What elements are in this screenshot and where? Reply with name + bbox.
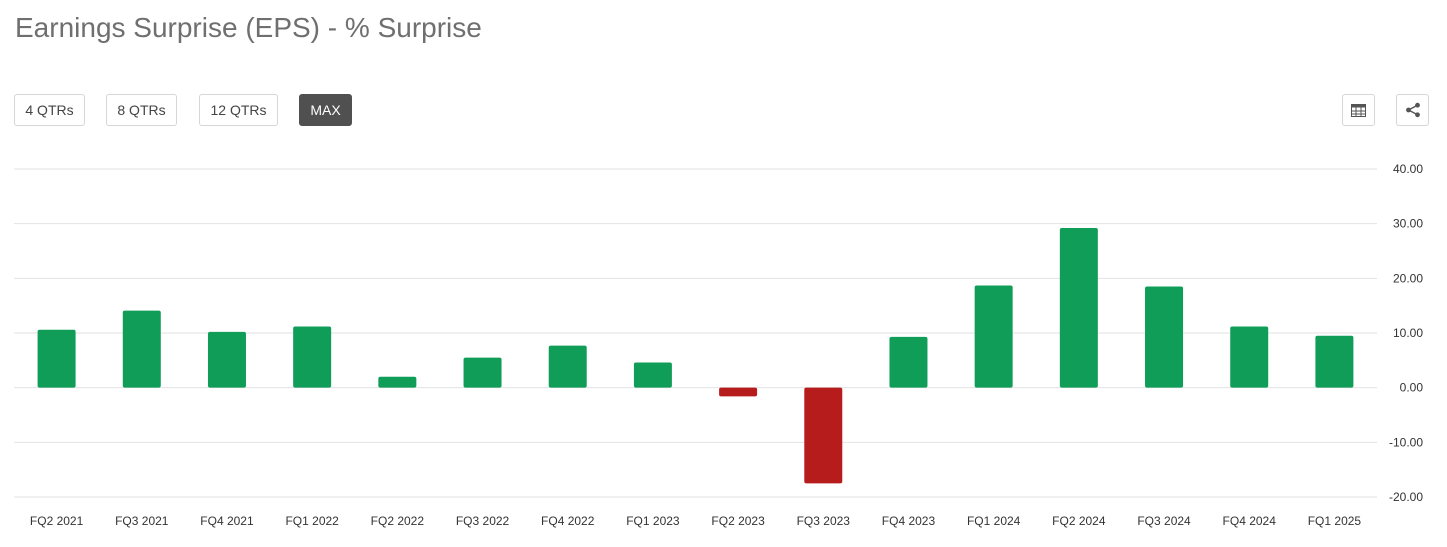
x-tick-label: FQ4 2023 — [882, 514, 936, 528]
x-axis-tick-labels: FQ2 2021 FQ3 2021 FQ4 2021 FQ1 2022 FQ2 2022… — [30, 514, 1362, 528]
x-tick-label: FQ2 2021 — [30, 514, 84, 528]
share-button[interactable] — [1396, 94, 1429, 126]
x-tick-label: FQ1 2024 — [967, 514, 1021, 528]
range-8-qtrs-button[interactable]: 8 QTRs — [106, 94, 177, 126]
bar-fq4-2022[interactable] — [548, 345, 587, 388]
chart-title: Earnings Surprise (EPS) - % Surprise — [15, 12, 482, 43]
bar-fq4-2023[interactable] — [889, 336, 928, 388]
bar-fq3-2022[interactable] — [463, 357, 502, 388]
y-tick-label: -10.00 — [1389, 435, 1423, 449]
x-tick-label: FQ1 2023 — [626, 514, 680, 528]
y-tick-label: 20.00 — [1393, 271, 1423, 285]
bar-fq2-2022[interactable] — [378, 376, 417, 388]
y-axis-tick-labels: 40.00 30.00 20.00 10.00 0.00 -10.00 -20.00 — [1389, 162, 1423, 504]
bar-fq2-2023[interactable] — [719, 387, 758, 397]
x-tick-label: FQ4 2022 — [541, 514, 595, 528]
x-tick-label: FQ2 2023 — [711, 514, 765, 528]
x-tick-label: FQ3 2021 — [115, 514, 169, 528]
y-tick-label: 40.00 — [1393, 162, 1423, 176]
x-tick-label: FQ1 2022 — [285, 514, 339, 528]
bar-fq3-2024[interactable] — [1145, 286, 1184, 388]
bar-fq1-2024[interactable] — [974, 285, 1013, 388]
bar-fq4-2024[interactable] — [1230, 326, 1269, 388]
range-4-qtrs-button[interactable]: 4 QTRs — [14, 94, 85, 126]
range-12-qtrs-button[interactable]: 12 QTRs — [199, 94, 278, 126]
bar-fq1-2022[interactable] — [293, 326, 332, 388]
y-tick-label: -20.00 — [1389, 490, 1423, 504]
share-icon — [1405, 102, 1420, 118]
x-tick-label: FQ3 2023 — [797, 514, 851, 528]
x-tick-label: FQ3 2024 — [1137, 514, 1191, 528]
x-tick-label: FQ2 2022 — [371, 514, 425, 528]
y-tick-label: 10.00 — [1393, 326, 1423, 340]
bar-fq4-2021[interactable] — [207, 331, 246, 388]
chart-bars — [37, 228, 1354, 484]
x-tick-label: FQ3 2022 — [456, 514, 510, 528]
bar-fq1-2023[interactable] — [633, 362, 672, 388]
y-tick-label: 0.00 — [1400, 381, 1424, 395]
range-max-button[interactable]: MAX — [299, 94, 352, 126]
earnings-surprise-chart: 40.00 30.00 20.00 10.00 0.00 -10.00 -20.00 FQ2… — [14, 162, 1423, 528]
table-view-button[interactable] — [1342, 94, 1375, 126]
table-icon — [1351, 103, 1366, 117]
bar-fq3-2021[interactable] — [122, 310, 161, 388]
x-tick-label: FQ4 2021 — [200, 514, 254, 528]
x-tick-label: FQ2 2024 — [1052, 514, 1106, 528]
x-tick-label: FQ1 2025 — [1308, 514, 1362, 528]
bar-fq1-2025[interactable] — [1315, 335, 1354, 388]
x-tick-label: FQ4 2024 — [1223, 514, 1277, 528]
bar-fq2-2021[interactable] — [37, 329, 76, 388]
y-tick-label: 30.00 — [1393, 217, 1423, 231]
bar-fq3-2023[interactable] — [804, 387, 843, 484]
bar-fq2-2024[interactable] — [1059, 228, 1098, 388]
